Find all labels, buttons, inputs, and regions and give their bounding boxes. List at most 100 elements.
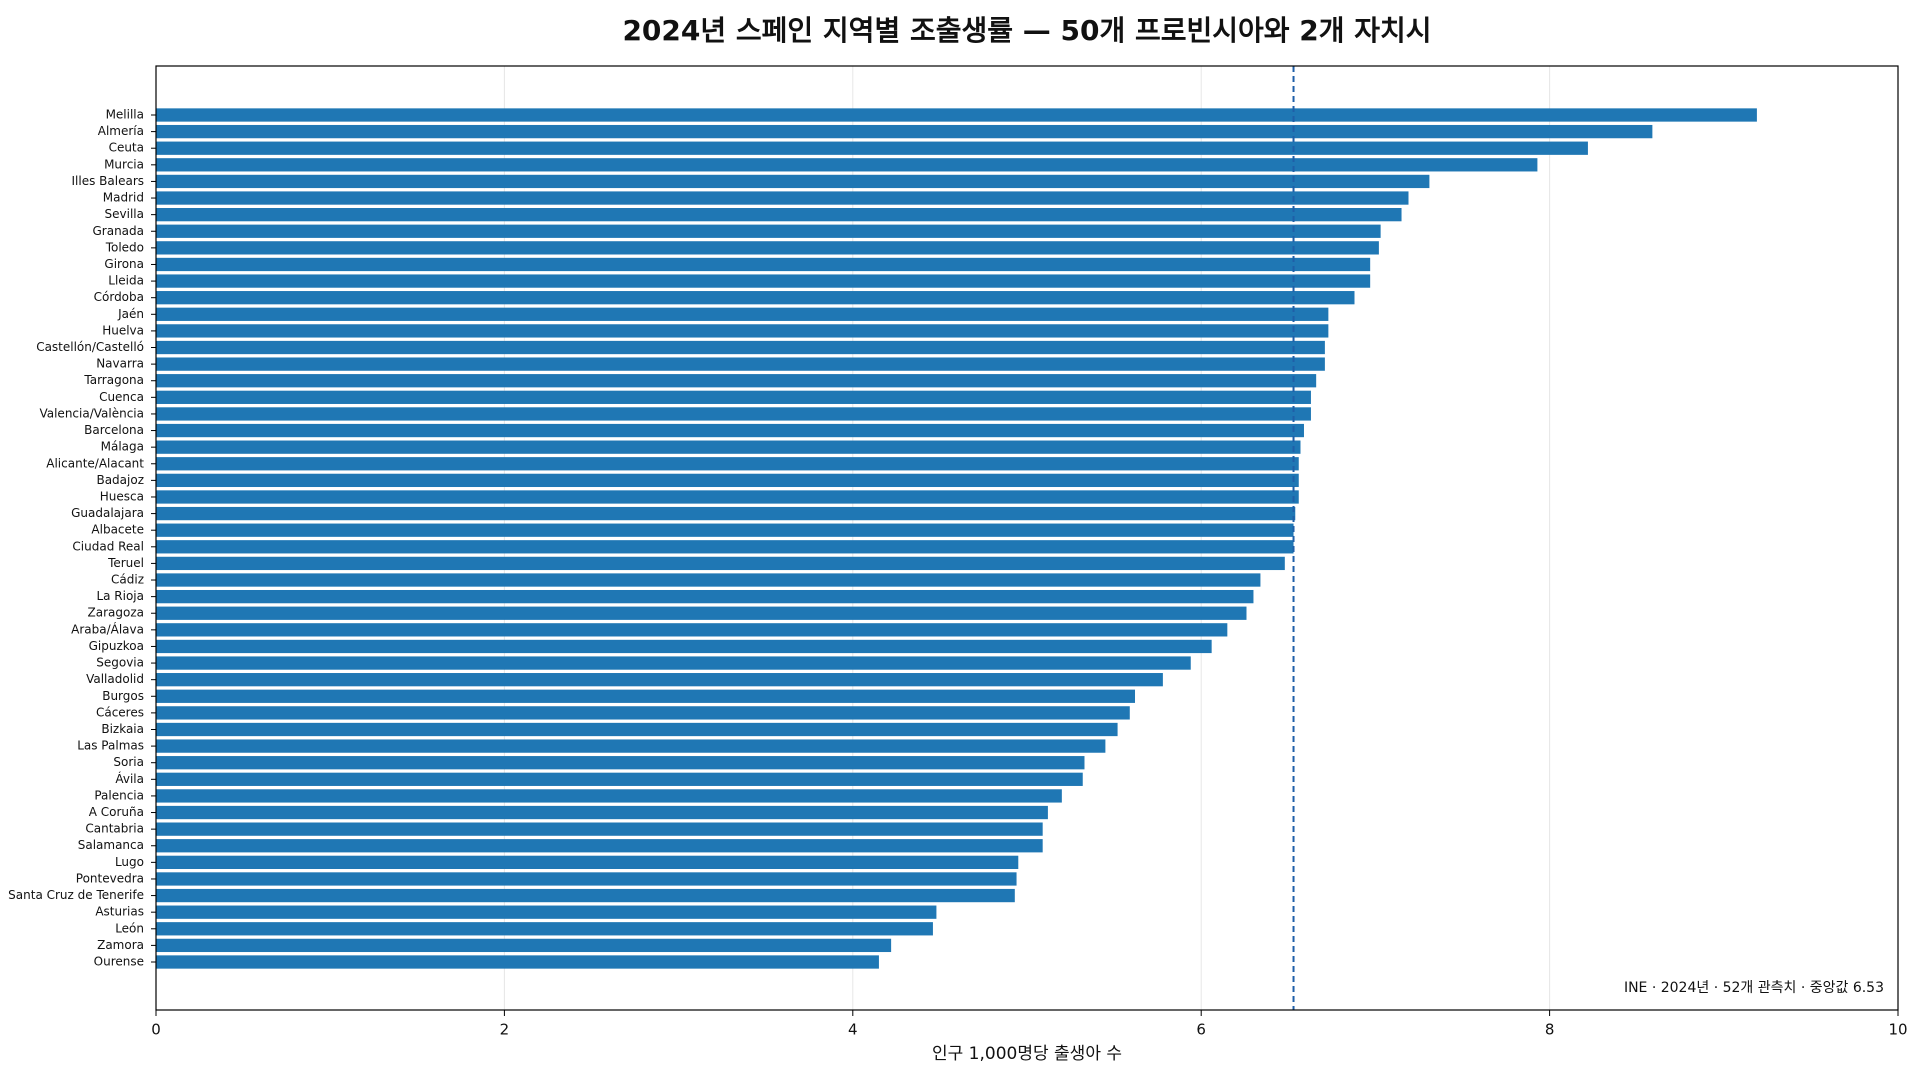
- bar: [156, 473, 1299, 488]
- bar: [156, 241, 1379, 255]
- y-tick-label: Badajoz: [96, 473, 144, 487]
- y-tick-label: Tarragona: [83, 373, 144, 387]
- y-tick-label: Soria: [113, 755, 144, 769]
- y-tick-label: Toledo: [105, 240, 144, 254]
- y-tick-label: Alicante/Alacant: [46, 456, 144, 470]
- y-tick-label: Madrid: [103, 191, 144, 205]
- bar: [156, 174, 1430, 189]
- bar: [156, 274, 1371, 288]
- y-tick-label: Cantabria: [85, 822, 144, 836]
- x-tick-label: 8: [1545, 1021, 1555, 1039]
- y-tick-label: Barcelona: [84, 423, 144, 437]
- y-tick-label: Asturias: [95, 905, 144, 919]
- y-tick-label: Zamora: [97, 938, 144, 952]
- y-tick-label: Sevilla: [105, 207, 144, 221]
- bar: [156, 208, 1402, 222]
- y-tick-label: Santa Cruz de Tenerife: [8, 888, 144, 902]
- bar: [156, 124, 1653, 139]
- bar: [156, 606, 1247, 620]
- y-tick-label: Gipuzkoa: [89, 639, 144, 653]
- y-tick-label: Ciudad Real: [72, 539, 144, 553]
- y-tick-label: La Rioja: [96, 589, 144, 603]
- y-tick-label: Girona: [104, 257, 144, 271]
- bar: [156, 257, 1371, 272]
- bar: [156, 324, 1329, 338]
- bar: [156, 822, 1043, 836]
- bar: [156, 789, 1062, 803]
- bar: [156, 938, 892, 953]
- x-tick-label: 6: [1196, 1021, 1206, 1039]
- y-tick-label: Palencia: [94, 788, 144, 802]
- annotation: INE · 2024년 · 52개 관측치 · 중앙값 6.53: [1624, 980, 1884, 996]
- y-tick-label: Teruel: [107, 556, 144, 570]
- y-tick-label: Jaén: [117, 307, 144, 321]
- y-tick-label: Ávila: [115, 771, 144, 786]
- bar: [156, 340, 1325, 355]
- x-tick-label: 0: [151, 1021, 161, 1039]
- y-tick-label: Granada: [92, 224, 144, 238]
- y-tick-label: Araba/Álava: [71, 621, 144, 636]
- y-tick-label: Cáceres: [96, 705, 144, 719]
- y-tick-label: Segovia: [96, 656, 144, 670]
- bar: [156, 291, 1355, 305]
- y-tick-label: Ourense: [94, 955, 144, 969]
- bar: [156, 689, 1136, 703]
- x-tick-label: 4: [848, 1021, 858, 1039]
- bar: [156, 224, 1381, 238]
- bar: [156, 440, 1301, 454]
- y-tick-label: Ceuta: [109, 141, 144, 155]
- y-tick-label: Navarra: [96, 357, 144, 371]
- bar: [156, 423, 1304, 438]
- bar: [156, 191, 1409, 205]
- bar: [156, 673, 1163, 687]
- bar: [156, 722, 1118, 737]
- x-tick-label: 10: [1888, 1021, 1907, 1039]
- y-tick-label: Córdoba: [94, 290, 144, 304]
- bar: [156, 589, 1254, 604]
- bar: [156, 639, 1212, 654]
- y-tick-label: Burgos: [102, 689, 144, 703]
- y-tick-label: Cuenca: [99, 390, 144, 404]
- bar: [156, 556, 1285, 571]
- y-tick-label: Illes Balears: [72, 174, 145, 188]
- bar: [156, 457, 1299, 471]
- bar: [156, 108, 1757, 122]
- y-tick-label: Melilla: [106, 108, 144, 122]
- bar: [156, 390, 1311, 404]
- y-tick-label: Cádiz: [111, 573, 144, 587]
- bar: [156, 573, 1261, 587]
- bar: [156, 656, 1191, 670]
- y-tick-label: Málaga: [101, 440, 144, 454]
- y-tick-label: Valencia/València: [39, 406, 144, 420]
- bar: [156, 839, 1043, 853]
- y-tick-label: Castellón/Castelló: [36, 340, 144, 354]
- y-tick-label: Lugo: [115, 855, 144, 869]
- y-tick-label: Valladolid: [86, 672, 144, 686]
- x-axis-label: 인구 1,000명당 출생아 수: [932, 1044, 1122, 1064]
- bar: [156, 540, 1294, 554]
- bar: [156, 772, 1083, 786]
- bar: [156, 805, 1048, 820]
- y-tick-label: León: [115, 921, 144, 935]
- plot-frame: [155, 65, 1899, 1011]
- bar: [156, 922, 933, 936]
- y-tick-label: Guadalajara: [71, 506, 144, 520]
- bar: [156, 357, 1325, 371]
- y-tick-label: Pontevedra: [76, 871, 144, 885]
- y-tick-label: Lleida: [108, 274, 144, 288]
- y-tick-label: Bizkaia: [101, 722, 144, 736]
- y-tick-label: Huelva: [102, 323, 144, 337]
- bar: [156, 623, 1228, 637]
- chart-title: 2024년 스페인 지역별 조출생률 — 50개 프로빈시아와 2개 자치시: [622, 14, 1431, 47]
- y-tick-label: Las Palmas: [77, 739, 144, 753]
- bar: [156, 374, 1317, 388]
- y-tick-label: Huesca: [100, 489, 144, 503]
- y-tick-label: Almería: [98, 124, 144, 138]
- bar: [156, 872, 1017, 886]
- bar: [156, 407, 1311, 421]
- bar: [156, 523, 1294, 537]
- bar: [156, 756, 1085, 770]
- y-tick-label: Zaragoza: [88, 606, 144, 620]
- bar: [156, 905, 937, 919]
